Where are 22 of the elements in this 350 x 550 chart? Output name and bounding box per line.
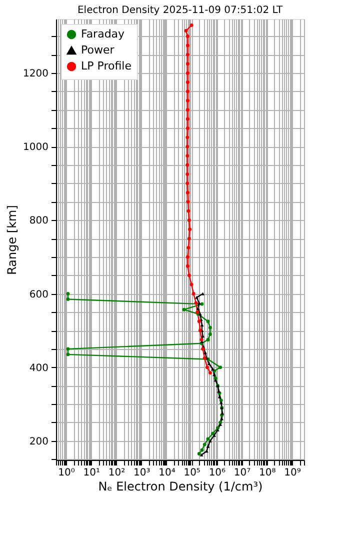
- x-tick-label: 10⁶: [208, 468, 226, 478]
- x-tick-label: 10⁰: [58, 468, 75, 478]
- legend-label: Faraday: [81, 28, 126, 40]
- y-tick-label: 800: [29, 216, 48, 227]
- legend-label: LP Profile: [81, 60, 132, 72]
- y-tick-label: 1200: [23, 68, 48, 80]
- x-tick-label: 10³: [133, 468, 150, 478]
- x-axis-title: Nₑ Electron Density (1/cm³): [98, 480, 263, 494]
- x-tick-label: 10⁷: [234, 468, 251, 478]
- x-tick-label: 10⁴: [158, 468, 176, 478]
- x-tick-label: 10²: [108, 468, 126, 478]
- x-tick-label: 10¹: [83, 468, 100, 478]
- x-tick-label: 10⁵: [184, 468, 200, 478]
- y-tick-label: 600: [29, 289, 48, 300]
- legend-label: Power: [81, 44, 115, 56]
- x-tick-label: 10⁸: [259, 468, 276, 478]
- y-tick-label: 200: [29, 436, 48, 448]
- chart-title: Electron Density 2025-11-09 07:51:02 LT: [77, 5, 284, 16]
- y-tick-label: 400: [29, 362, 48, 374]
- x-tick-label: 10⁹: [284, 468, 301, 478]
- y-axis-title: Range [km]: [5, 205, 20, 275]
- y-tick-label: 1000: [23, 142, 48, 154]
